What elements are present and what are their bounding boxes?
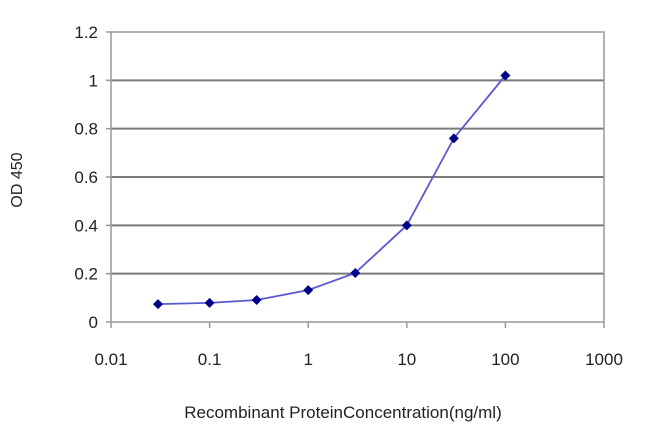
- y-axis: 0 0.2 0.4 0.6 0.8 1 1.2: [74, 23, 111, 332]
- data-point: [204, 297, 215, 308]
- data-point: [153, 299, 164, 310]
- data-point: [448, 133, 459, 144]
- y-tick-label: 0.4: [74, 216, 98, 235]
- y-tick-label: 0: [89, 313, 98, 332]
- data-point: [500, 70, 511, 81]
- x-tick-label: 10: [397, 350, 416, 369]
- x-tick-label: 0.1: [198, 350, 222, 369]
- x-tick-label: 1: [303, 350, 312, 369]
- data-point: [303, 285, 314, 296]
- data-point: [350, 267, 361, 278]
- y-axis-label: OD 450: [9, 152, 26, 207]
- y-tick-label: 1.2: [74, 23, 98, 42]
- x-tick-label: 0.01: [94, 350, 127, 369]
- x-tick-label: 100: [491, 350, 519, 369]
- data-point: [251, 295, 262, 306]
- x-axis: 0.01 0.1 1 10 100 1000: [94, 322, 623, 369]
- x-tick-label: 1000: [585, 350, 623, 369]
- gridlines: [111, 79, 604, 275]
- series-line: [158, 74, 507, 306]
- series: [153, 70, 511, 310]
- data-point: [401, 220, 412, 231]
- y-tick-label: 0.8: [74, 120, 98, 139]
- y-tick-label: 0.6: [74, 168, 98, 187]
- y-tick-label: 0.2: [74, 265, 98, 284]
- x-axis-label: Recombinant ProteinConcentration(ng/ml): [184, 403, 502, 422]
- y-tick-label: 1: [89, 71, 98, 90]
